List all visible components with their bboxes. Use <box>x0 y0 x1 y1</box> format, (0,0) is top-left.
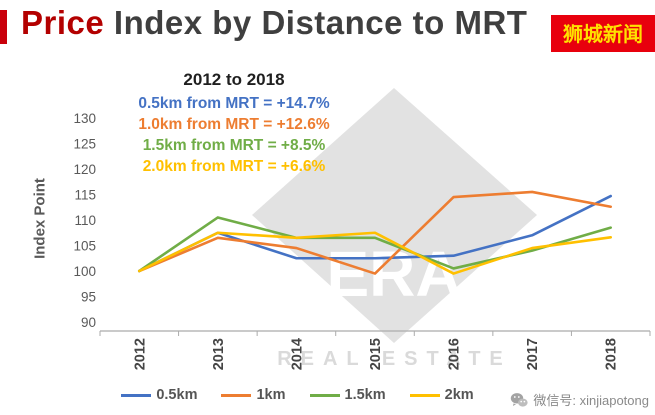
y-axis-title: Index Point <box>31 178 49 259</box>
legend-label: 0.5km <box>156 387 198 403</box>
y-tick-label: 120 <box>73 162 96 177</box>
y-tick-label: 95 <box>81 290 96 305</box>
y-tick-label: 105 <box>73 239 96 254</box>
x-tick-label: 2014 <box>289 338 305 370</box>
legend-swatch <box>409 393 440 397</box>
legend-swatch <box>221 393 252 397</box>
legend-item-2km[interactable]: 2km <box>409 387 474 403</box>
x-tick-label: 2018 <box>604 338 620 370</box>
y-tick-label: 110 <box>74 213 96 228</box>
chart-legend: 0.5km 1km 1.5km 2km <box>0 387 595 403</box>
legend-label: 1km <box>256 387 286 403</box>
x-tick-label: 2017 <box>525 338 541 370</box>
wechat-id: 微信号: xinjiapotong <box>533 393 649 408</box>
legend-item-0.5km[interactable]: 0.5km <box>121 387 197 403</box>
series-line-1.5km[interactable] <box>137 216 613 273</box>
era-logo-subtext: REAL ESTATE <box>277 348 512 370</box>
era-logo-text: ERA <box>326 238 461 310</box>
annotation-line-15km: 1.5km from MRT = +8.5% <box>142 137 326 154</box>
series-line-2km[interactable] <box>137 231 613 275</box>
series-line-1km[interactable] <box>137 190 613 275</box>
x-tick-label: 2013 <box>211 338 227 370</box>
y-tick-label: 90 <box>81 315 96 330</box>
title-rest: Index by Distance to MRT <box>104 4 528 41</box>
annotation-line-10km: 1.0km from MRT = +12.6% <box>138 116 330 133</box>
legend-item-1.5km[interactable]: 1.5km <box>309 387 386 403</box>
x-tick-label: 2012 <box>132 338 148 370</box>
legend-item-1km[interactable]: 1km <box>221 387 286 403</box>
wechat-footer: 微信号: xinjiapotong <box>510 390 649 409</box>
x-tick-label: 2016 <box>447 338 463 370</box>
era-logo-diamond <box>252 88 537 343</box>
wechat-icon <box>511 392 528 407</box>
y-tick-label: 100 <box>73 264 96 279</box>
title-highlight: Price <box>21 4 105 41</box>
era-watermark: ERA REAL ESTATE <box>252 88 537 371</box>
legend-swatch <box>121 393 152 397</box>
annotation-block: 2012 to 2018 0.5km from MRT = +14.7% 1.0… <box>100 70 368 177</box>
annotation-line-05km: 0.5km from MRT = +14.7% <box>138 95 330 112</box>
annotation-period: 2012 to 2018 <box>183 70 285 89</box>
red-accent-bar <box>0 10 7 44</box>
legend-swatch <box>309 393 340 397</box>
y-tick-label: 115 <box>74 188 96 203</box>
news-badge: 狮城新闻 <box>551 15 655 52</box>
legend-label: 2km <box>444 387 474 403</box>
y-tick-label: 130 <box>73 111 96 126</box>
era-logo-shape: ERA <box>252 88 537 343</box>
y-tick-label: 125 <box>73 137 96 152</box>
chart-title: Price Index by Distance to MRT <box>21 4 527 42</box>
legend-label: 1.5km <box>344 387 386 403</box>
annotation-line-20km: 2.0km from MRT = +6.6% <box>142 158 326 175</box>
x-tick-label: 2015 <box>368 338 384 370</box>
